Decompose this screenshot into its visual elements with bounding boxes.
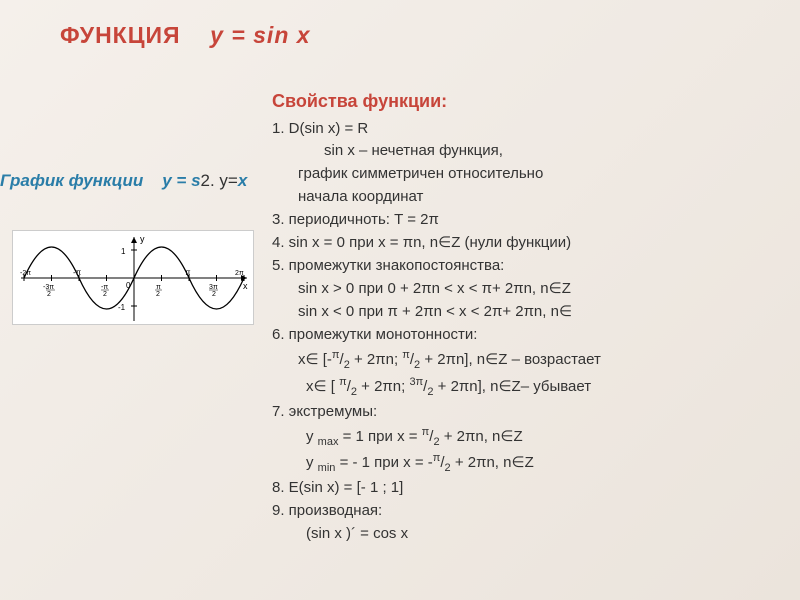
prop-2a: sin x – нечетная функция, bbox=[324, 140, 601, 163]
svg-text:π: π bbox=[185, 268, 191, 277]
prop-4: 4. sin x = 0 при х = πn, n∈Z (нули функц… bbox=[272, 232, 601, 255]
graph-label-func: y = s2. y=x bbox=[162, 171, 247, 190]
prop-5b: sin x < 0 при π + 2πn < x < 2π+ 2πn, n∈ bbox=[298, 301, 601, 324]
prop-8: 8. E(sin x) = [- 1 ; 1] bbox=[272, 477, 601, 500]
graph-label: График функции y = s2. y=x bbox=[0, 171, 247, 191]
graph-label-prefix: График функции bbox=[0, 171, 143, 190]
prop-6a: х∈ [-π/2 + 2πn; π/2 + 2πn], n∈Z – возрас… bbox=[298, 347, 601, 374]
prop-7: 7. экстремумы: bbox=[272, 401, 601, 424]
prop-5a: sin x > 0 при 0 + 2πn < x < π+ 2πn, n∈Z bbox=[298, 278, 601, 301]
prop-2b: график симметричен относительно bbox=[298, 163, 601, 186]
svg-text:1: 1 bbox=[121, 247, 126, 256]
prop-7b: y min = - 1 при х = -π/2 + 2πn, n∈Z bbox=[306, 450, 601, 477]
svg-text:2: 2 bbox=[156, 291, 160, 298]
prop-2c: начала координат bbox=[298, 186, 601, 209]
prop-6b: x∈ [ π/2 + 2πn; 3π/2 + 2πn], n∈Z– убывае… bbox=[306, 374, 601, 401]
page-title: ФУНКЦИЯ y = sin x bbox=[0, 0, 800, 49]
prop-7a: y max = 1 при х = π/2 + 2πn, n∈Z bbox=[306, 424, 601, 451]
svg-text:2π: 2π bbox=[235, 270, 244, 277]
title-function: y = sin x bbox=[210, 22, 310, 48]
prop-9: 9. производная: bbox=[272, 500, 601, 523]
svg-text:2: 2 bbox=[47, 291, 51, 298]
svg-text:2: 2 bbox=[103, 291, 107, 298]
svg-text:2: 2 bbox=[212, 291, 216, 298]
properties-title: Свойства функции: bbox=[272, 88, 601, 116]
svg-text:x: x bbox=[243, 281, 248, 291]
svg-text:-1: -1 bbox=[118, 303, 126, 312]
prop-1: 1. D(sin x) = R bbox=[272, 118, 601, 141]
prop-6: 6. промежутки монотонности: bbox=[272, 324, 601, 347]
svg-text:-2π: -2π bbox=[20, 270, 31, 277]
properties-block: Свойства функции: 1. D(sin x) = R sin x … bbox=[272, 88, 601, 546]
sine-graph: y x 0 1 -1 -2π -3π 2 -π -π 2 π 2 π 3π 2 … bbox=[12, 230, 254, 325]
svg-text:y: y bbox=[140, 234, 145, 244]
title-word: ФУНКЦИЯ bbox=[60, 22, 181, 48]
prop-3: 3. периодичноть: T = 2π bbox=[272, 209, 601, 232]
svg-text:-π: -π bbox=[73, 268, 82, 277]
prop-9a: (sin x )´ = cos x bbox=[306, 523, 601, 546]
prop-5: 5. промежутки знакопостоянства: bbox=[272, 255, 601, 278]
